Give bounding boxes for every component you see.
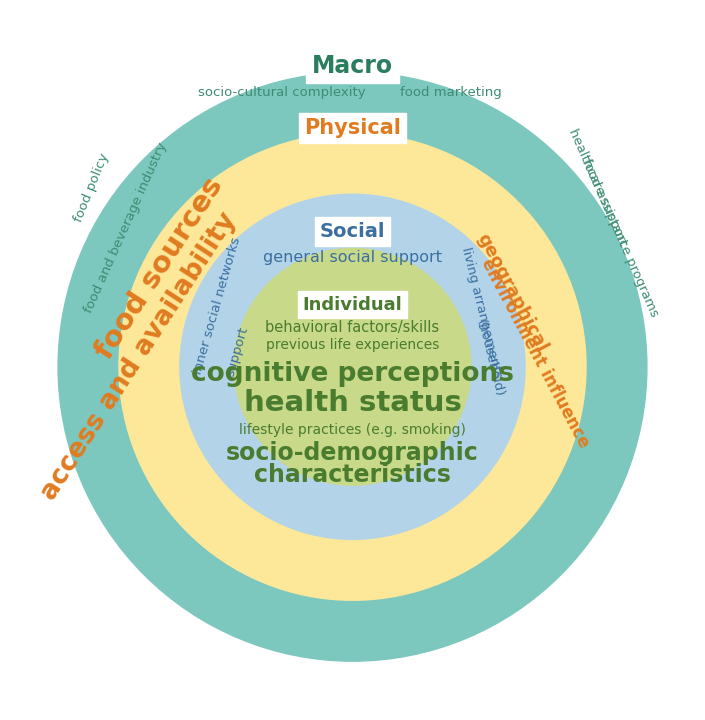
Text: food assistance programs: food assistance programs (579, 157, 661, 319)
Text: Social: Social (320, 222, 385, 241)
Circle shape (180, 194, 525, 539)
Text: behavioral factors/skills: behavioral factors/skills (266, 320, 439, 335)
Circle shape (119, 133, 586, 600)
Text: environment influence: environment influence (477, 256, 593, 451)
Text: access and availability: access and availability (37, 208, 242, 505)
Text: Macro: Macro (312, 53, 393, 78)
Text: socio-demographic: socio-demographic (226, 441, 479, 464)
Text: support: support (224, 325, 251, 378)
Text: cognitive perceptions: cognitive perceptions (191, 361, 514, 387)
Text: Physical: Physical (304, 118, 401, 138)
Text: healthcare support: healthcare support (565, 127, 630, 248)
Text: Individual: Individual (302, 295, 403, 313)
Text: previous life experiences: previous life experiences (266, 338, 439, 352)
Text: geographical: geographical (473, 230, 551, 354)
Text: lifestyle practices (e.g. smoking): lifestyle practices (e.g. smoking) (239, 423, 466, 437)
Text: food policy: food policy (72, 151, 111, 224)
Text: socio-cultural complexity: socio-cultural complexity (197, 86, 365, 99)
Text: food marketing: food marketing (400, 86, 501, 99)
Text: characteristics: characteristics (254, 463, 451, 487)
Circle shape (58, 73, 647, 661)
Text: health status: health status (243, 390, 462, 418)
Text: inner social networks: inner social networks (191, 235, 243, 376)
Text: food and beverage industry: food and beverage industry (82, 140, 169, 315)
Text: general social support: general social support (263, 250, 442, 265)
Text: (household): (household) (474, 318, 505, 398)
Text: living arrangements: living arrangements (458, 246, 503, 379)
Circle shape (234, 248, 471, 485)
Text: food sources: food sources (90, 173, 228, 364)
